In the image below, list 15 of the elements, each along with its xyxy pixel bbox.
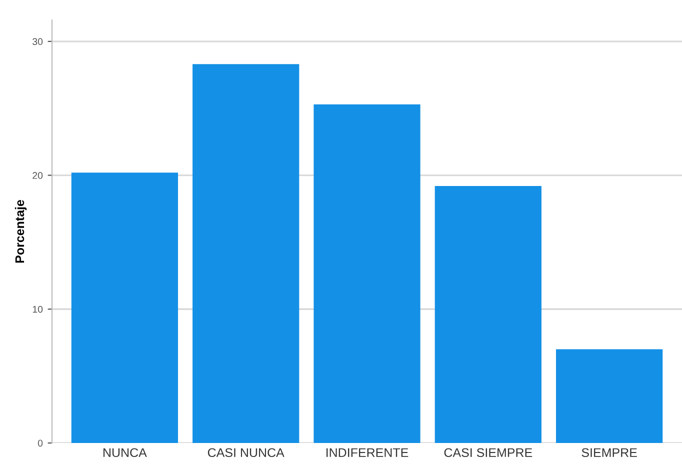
x-tick-label: NUNCA [103,448,147,458]
bar [556,349,663,443]
y-axis-title: Porcentaje [14,200,27,263]
bar [192,64,300,443]
x-tick-label: INDIFERENTE [326,448,408,457]
bar [314,104,420,443]
y-tick-label: 0 [38,440,43,447]
x-tick-label: SIEMPRE [582,448,637,458]
x-tick-label: CASI NUNCA [208,448,284,458]
y-tick-label: 30 [32,38,43,46]
y-tick-label: 10 [32,306,43,313]
y-tick-label: 20 [32,172,43,179]
bar [71,172,178,443]
bar [434,186,542,443]
x-tick-label: CASI SIEMPRE [444,448,532,458]
